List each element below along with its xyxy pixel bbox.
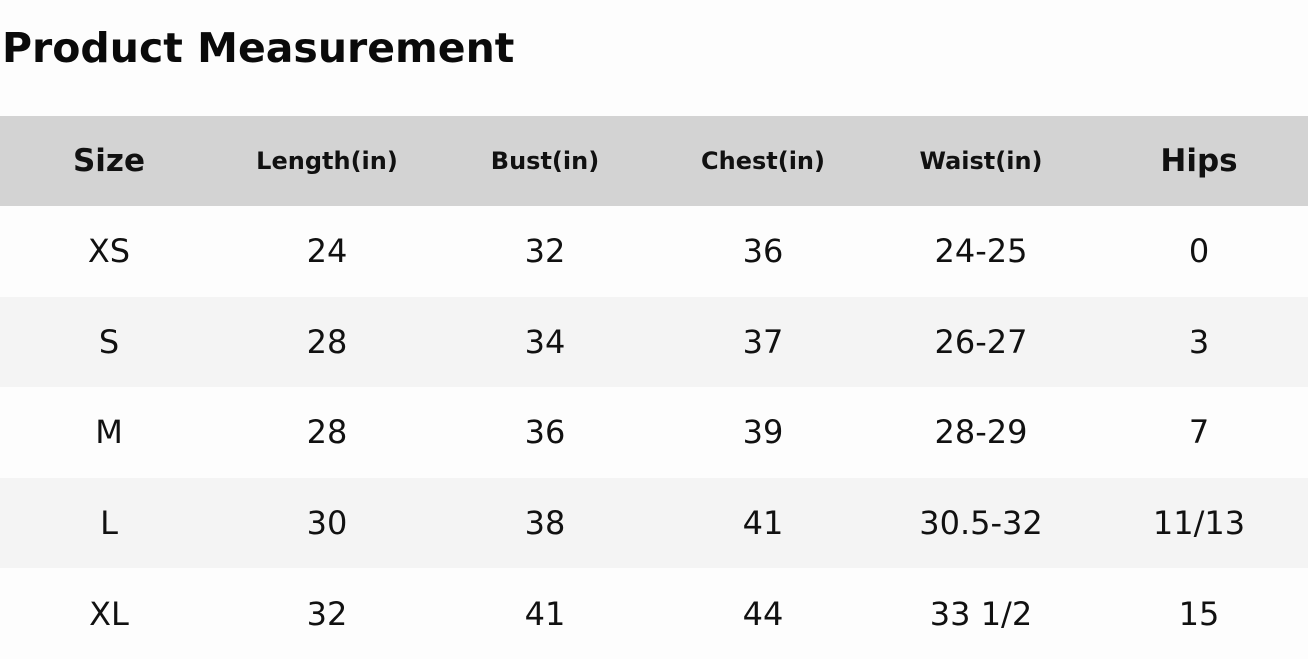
- cell-hips: 7: [1188, 413, 1210, 452]
- cell-hips: 3: [1188, 322, 1210, 361]
- header-waist: Waist(in): [919, 147, 1043, 175]
- table-row: S 28 34 37 26-27 3: [0, 296, 1308, 388]
- cell-waist: 33 1/2: [929, 594, 1033, 633]
- header-chest: Chest(in): [701, 147, 825, 175]
- cell-chest: 36: [742, 232, 784, 271]
- cell-hips: 0: [1188, 232, 1210, 271]
- cell-length: 28: [306, 322, 348, 361]
- page-title: Product Measurement: [2, 24, 515, 72]
- measurement-table: Size Length(in) Bust(in) Chest(in) Waist…: [0, 116, 1308, 659]
- cell-chest: 39: [742, 413, 784, 452]
- cell-size: XL: [89, 594, 129, 633]
- cell-length: 32: [306, 594, 348, 633]
- cell-size: XS: [87, 232, 131, 271]
- cell-hips: 11/13: [1152, 504, 1246, 543]
- cell-bust: 38: [524, 504, 566, 543]
- header-hips: Hips: [1160, 143, 1238, 179]
- table-row: M 28 36 39 28-29 7: [0, 387, 1308, 478]
- cell-waist: 24-25: [934, 232, 1028, 271]
- header-bust: Bust(in): [490, 147, 600, 175]
- cell-waist: 28-29: [934, 413, 1028, 452]
- table-row: XL 32 41 44 33 1/2 15: [0, 568, 1308, 659]
- cell-length: 24: [306, 232, 348, 271]
- header-length: Length(in): [256, 147, 398, 175]
- header-size: Size: [72, 143, 146, 179]
- cell-bust: 36: [524, 413, 566, 452]
- cell-bust: 41: [524, 594, 566, 633]
- cell-chest: 44: [742, 594, 784, 633]
- cell-size: L: [100, 504, 118, 543]
- cell-hips: 15: [1178, 594, 1220, 633]
- table-row: L 30 38 41 30.5-32 11/13: [0, 477, 1308, 569]
- cell-bust: 34: [524, 322, 566, 361]
- table-header-row: Size Length(in) Bust(in) Chest(in) Waist…: [0, 116, 1308, 206]
- cell-waist: 26-27: [934, 322, 1028, 361]
- cell-size: S: [98, 322, 120, 361]
- cell-chest: 41: [742, 504, 784, 543]
- cell-chest: 37: [742, 322, 784, 361]
- cell-length: 28: [306, 413, 348, 452]
- cell-size: M: [95, 413, 123, 452]
- cell-bust: 32: [524, 232, 566, 271]
- cell-length: 30: [306, 504, 348, 543]
- cell-waist: 30.5-32: [919, 504, 1043, 543]
- table-row: XS 24 32 36 24-25 0: [0, 206, 1308, 297]
